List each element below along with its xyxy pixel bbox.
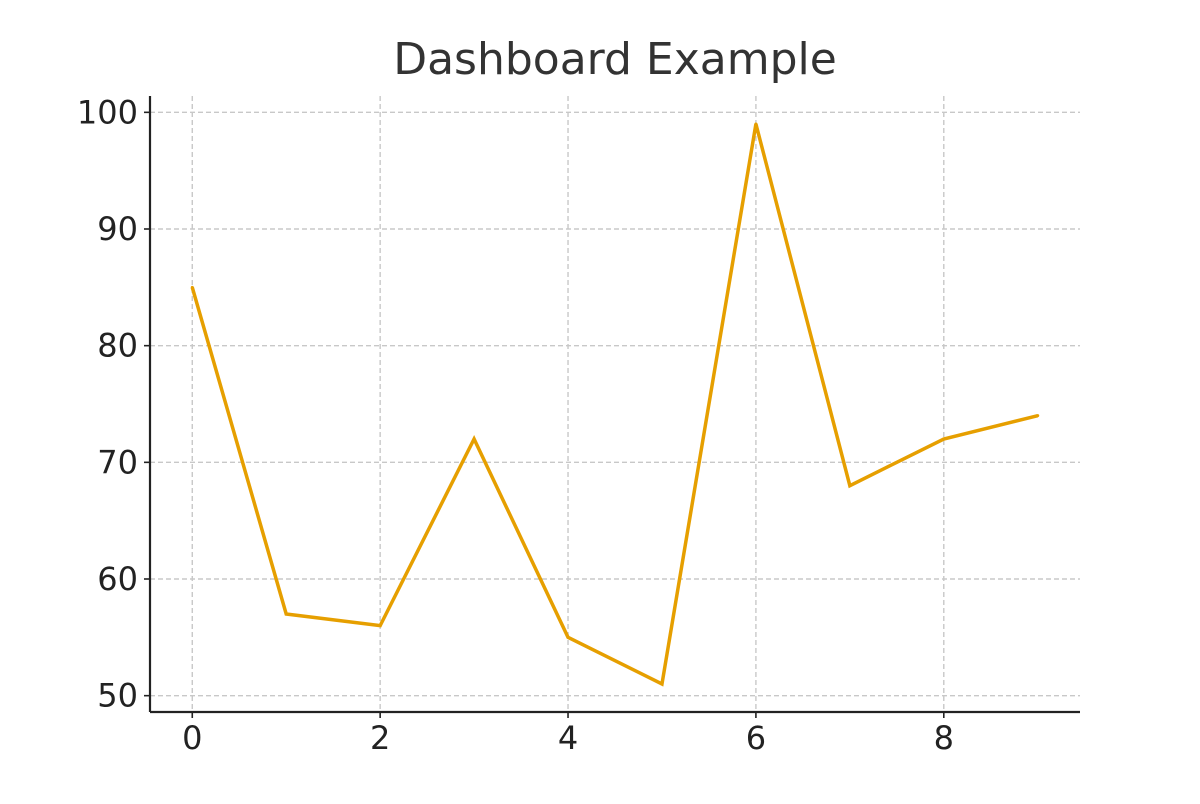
y-tick-label: 70 [97, 443, 138, 481]
series-layer [190, 122, 1040, 687]
y-tick-label: 100 [77, 93, 138, 131]
data-point [1036, 414, 1040, 418]
chart-title: Dashboard Example [393, 34, 837, 85]
x-tick-label: 6 [746, 719, 766, 757]
data-point [378, 624, 382, 628]
grid-lines [150, 96, 1080, 712]
y-tick-label: 60 [97, 560, 138, 598]
data-point [848, 484, 852, 488]
y-tick-label: 80 [97, 327, 138, 365]
tick-labels: 0 2 4 6 8 50 60 70 80 90 100 [77, 93, 954, 757]
y-tick-label: 90 [97, 210, 138, 248]
data-point [472, 437, 476, 441]
data-point [190, 285, 194, 289]
data-point [284, 612, 288, 616]
series-line [190, 123, 1039, 687]
y-tick-label: 50 [97, 677, 138, 715]
x-tick-label: 2 [370, 719, 390, 757]
x-tick-label: 8 [934, 719, 954, 757]
data-point [660, 682, 664, 686]
data-point [754, 122, 758, 126]
data-point [942, 437, 946, 441]
x-tick-label: 4 [558, 719, 578, 757]
data-point [566, 635, 570, 639]
axes [144, 96, 1080, 718]
x-tick-label: 0 [182, 719, 202, 757]
